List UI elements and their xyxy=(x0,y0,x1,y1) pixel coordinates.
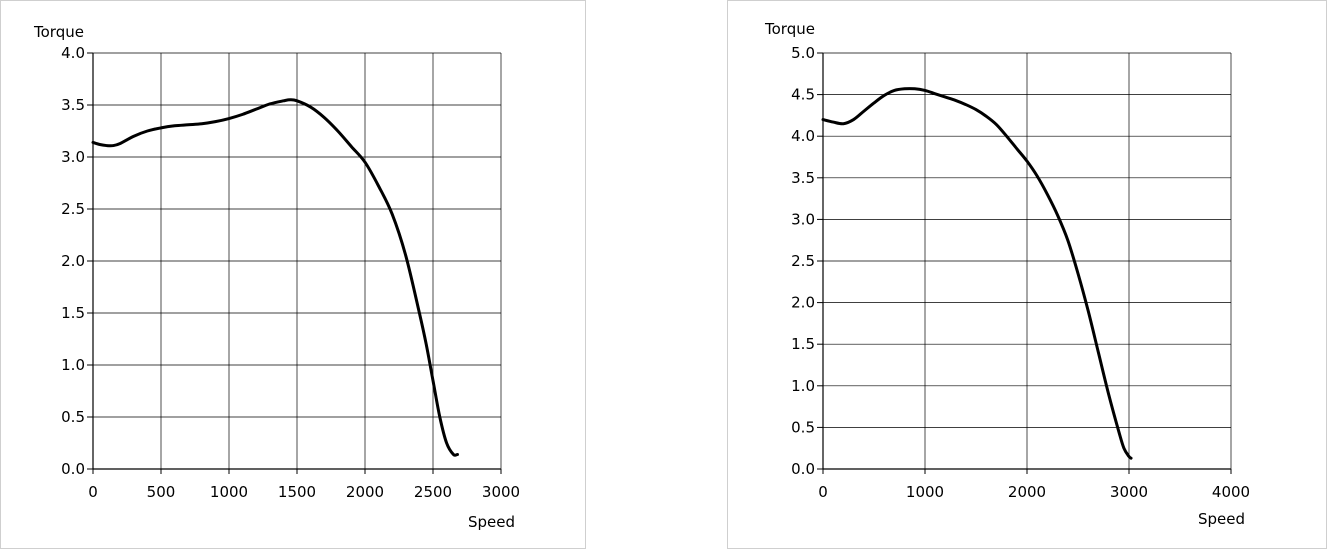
x-tick-label: 2500 xyxy=(414,483,452,501)
y-tick-label: 0.5 xyxy=(791,418,815,436)
y-tick-label: 0.5 xyxy=(61,408,85,426)
y-tick-label: 2.5 xyxy=(791,252,815,270)
y-tick-label: 5.0 xyxy=(791,44,815,62)
y-tick-label: 3.5 xyxy=(791,169,815,187)
right-torque-speed-chart: 0 1000 2000 3000 4000 0.0 0.5 1.0 1.5 2.0 2.5 3.0 3.… xyxy=(764,20,1250,528)
x-tick-label: 500 xyxy=(147,483,176,501)
x-tick-label: 1500 xyxy=(278,483,316,501)
x-axis-label: Speed xyxy=(468,513,515,531)
y-tick-label: 3.0 xyxy=(791,210,815,228)
x-tick-label: 3000 xyxy=(1110,483,1148,501)
torque-curve-series-0 xyxy=(91,98,459,457)
left-torque-speed-chart: 0 500 1000 1500 2000 2500 3000 0.0 0.5 1.0 1.5 2.0 2… xyxy=(33,23,520,531)
x-tick-label: 2000 xyxy=(346,483,384,501)
x-tick-label: 1000 xyxy=(210,483,248,501)
left-chart-panel: 0 500 1000 1500 2000 2500 3000 0.0 0.5 1.0 1.5 2.0 2… xyxy=(0,0,586,549)
y-tick-label: 1.0 xyxy=(791,377,815,395)
torque-curve-series-0 xyxy=(821,87,1133,460)
y-axis-label: Torque xyxy=(33,23,84,41)
y-tick-label: 0.0 xyxy=(61,460,85,478)
right-chart-panel: 0 1000 2000 3000 4000 0.0 0.5 1.0 1.5 2.0 2.5 3.0 3.… xyxy=(727,0,1327,549)
y-tick-label: 0.0 xyxy=(791,460,815,478)
x-tick-label: 4000 xyxy=(1212,483,1250,501)
x-tick-label: 0 xyxy=(818,483,828,501)
x-tick-label: 0 xyxy=(88,483,98,501)
y-tick-label: 4.5 xyxy=(791,86,815,104)
y-tick-label: 2.0 xyxy=(61,252,85,270)
y-tick-label: 1.5 xyxy=(791,335,815,353)
y-tick-label: 3.0 xyxy=(61,148,85,166)
x-tick-label: 2000 xyxy=(1008,483,1046,501)
y-tick-label: 1.5 xyxy=(61,304,85,322)
x-tick-label: 1000 xyxy=(906,483,944,501)
y-tick-label: 4.0 xyxy=(791,127,815,145)
y-tick-label: 3.5 xyxy=(61,96,85,114)
y-tick-label: 4.0 xyxy=(61,44,85,62)
y-tick-label: 1.0 xyxy=(61,356,85,374)
y-tick-label: 2.5 xyxy=(61,200,85,218)
y-axis-label: Torque xyxy=(764,20,815,38)
x-tick-label: 3000 xyxy=(482,483,520,501)
y-tick-label: 2.0 xyxy=(791,294,815,312)
x-axis-label: Speed xyxy=(1198,510,1245,528)
